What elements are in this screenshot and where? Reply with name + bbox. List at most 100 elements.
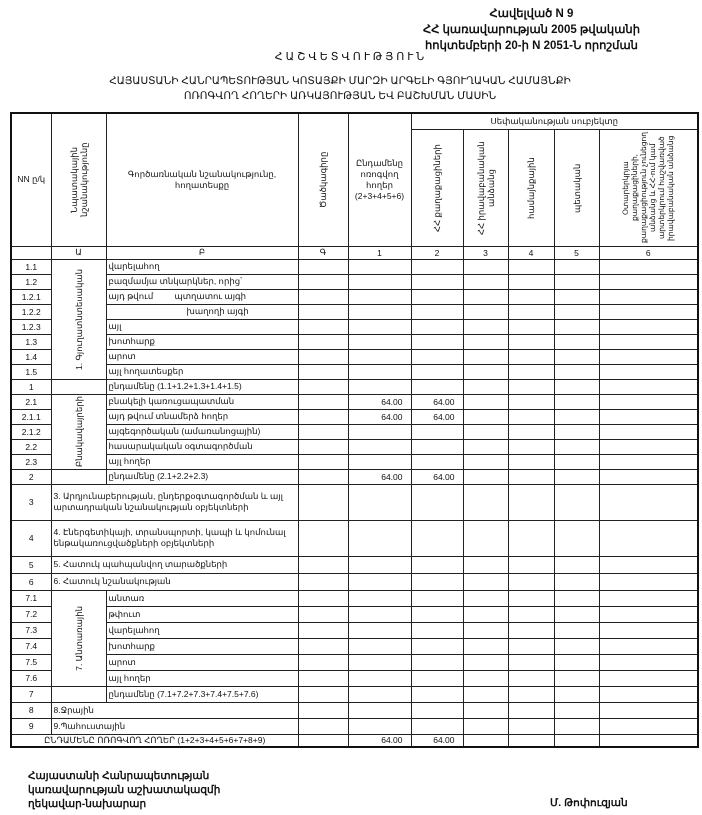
value-cell — [553, 333, 600, 350]
row-name: խաղողի այգի — [105, 303, 299, 320]
row-number: 8 — [10, 701, 52, 719]
value-cell — [347, 363, 412, 380]
row-number: 1.3 — [10, 333, 52, 350]
value-cell — [297, 303, 349, 320]
header-purpose: Նպատակային նշանակությունը — [50, 112, 107, 247]
value-cell — [297, 669, 349, 687]
value-cell — [347, 637, 412, 655]
value-cell — [297, 393, 349, 410]
appendix-date: հոկտեմբերի 20-ի N 2051-Ն որոշման — [425, 40, 638, 52]
value-cell — [410, 572, 464, 591]
table-row: 1.4 արոտ — [10, 348, 699, 365]
land-report-table: NN ը/կ Նպատակային նշանակությունը Գործառն… — [10, 112, 700, 748]
value-cell — [347, 273, 412, 290]
value-cell — [297, 733, 349, 747]
value-cell — [553, 717, 600, 735]
document-subtitle: ՀԱՅԱՍՏԱՆԻ ՀԱՆՐԱՊԵՏՈՒԹՅԱՆ ԿՈՏԱՅՔԻ ՄԱՐԶԻ Ա… — [40, 74, 640, 104]
value-cell — [553, 605, 600, 623]
value-cell — [297, 288, 349, 305]
grand-total-row: ԸՆԴԱՄԵՆԸ ՈՌՈԳՎՈՂ ՀՈՂԵՐ (1+2+3+4+5+6+7+8+… — [10, 733, 699, 747]
value-cell — [297, 423, 349, 440]
value-cell — [553, 701, 600, 719]
value-cell — [462, 589, 509, 607]
value-cell — [598, 605, 699, 623]
value-cell — [598, 363, 699, 380]
value-cell — [598, 378, 699, 395]
value-cell — [347, 258, 412, 275]
row-name: այլ հողատեսքեր — [105, 363, 299, 380]
row-name: այդ թվում պտղատու այգի — [105, 288, 299, 305]
column-letter — [10, 245, 52, 260]
table-row: 7.3 վարելահող — [10, 621, 699, 639]
value-cell — [553, 303, 600, 320]
value-cell — [410, 288, 464, 305]
value-cell — [507, 685, 555, 703]
row-number: 5 — [10, 555, 52, 574]
signatory-position: Հայաստանի Հանրապետության կառավարության ա… — [28, 769, 220, 811]
value-cell — [507, 717, 555, 735]
value-cell — [553, 348, 600, 365]
value-cell — [410, 605, 464, 623]
value-cell — [507, 333, 555, 350]
value-cell — [462, 519, 509, 557]
row-name: այլ — [105, 318, 299, 335]
value-cell — [297, 273, 349, 290]
row-name: 4. Էներգետիկայի, տրանսպորտի, կապի և կոմո… — [50, 519, 299, 557]
table-row: 7.2 թփուտ — [10, 605, 699, 623]
value-cell — [297, 519, 349, 557]
column-letter: 4 — [507, 245, 555, 260]
column-letter: 5 — [553, 245, 600, 260]
value-cell — [598, 468, 699, 485]
header-col3: ՀՀ իրավաբանական անձանց — [462, 128, 509, 247]
row-number: 2.1 — [10, 393, 52, 410]
table-row: 2.1 Բնակավայրերի բնակելի կառուցապատման 64.0… — [10, 393, 699, 470]
row-number: 1.2.1 — [10, 288, 52, 305]
row-name: անտառ — [105, 589, 299, 607]
table-row: 1.2 բազմամյա տնկարկներ, որից՝ — [10, 273, 699, 290]
table-row: 1.2.3 այլ — [10, 318, 699, 335]
value-cell — [462, 318, 509, 335]
value-cell — [507, 258, 555, 275]
row-name: 3. Արդյունաբերության, ընդերքօգտագործման … — [50, 483, 299, 521]
row-number: 7 — [10, 685, 52, 703]
value-cell — [598, 393, 699, 410]
value-cell — [297, 572, 349, 591]
value-cell — [553, 572, 600, 591]
value-cell — [553, 653, 600, 671]
value-cell — [347, 653, 412, 671]
value-cell — [347, 685, 412, 703]
value-cell — [347, 348, 412, 365]
row-name: բազմամյա տնկարկներ, որից՝ — [105, 273, 299, 290]
value-cell — [462, 363, 509, 380]
subtitle-line-2: ՈՌՈԳՎՈՂ ՀՈՂԵՐԻ ԱՌԿԱՅՈՒԹՅԱՆ ԵՎ ԲԱՇԽՄԱՆ ՄԱ… — [183, 90, 497, 102]
row-number: 1.4 — [10, 348, 52, 365]
value-cell — [347, 572, 412, 591]
value-cell — [462, 303, 509, 320]
value-cell: 64.00 — [347, 733, 412, 747]
value-cell — [553, 258, 600, 275]
value-cell — [297, 468, 349, 485]
value-cell — [598, 288, 699, 305]
value-cell — [297, 637, 349, 655]
value-cell — [462, 408, 509, 425]
value-cell — [553, 393, 600, 410]
row-name: ընդամենը (2.1+2.2+2.3) — [105, 468, 299, 485]
value-cell — [347, 438, 412, 455]
value-cell — [553, 733, 600, 747]
header-nn: NN ը/կ — [10, 112, 52, 247]
value-cell — [507, 288, 555, 305]
value-cell — [553, 423, 600, 440]
row-name: արոտ — [105, 653, 299, 671]
value-cell: 64.00 — [410, 408, 464, 425]
value-cell — [410, 589, 464, 607]
value-cell — [410, 423, 464, 440]
value-cell — [553, 288, 600, 305]
value-cell — [410, 555, 464, 574]
row-number: 1.2 — [10, 273, 52, 290]
table-row: 7.4 խոտհարք — [10, 637, 699, 655]
value-cell — [507, 468, 555, 485]
column-letter: Ա — [50, 245, 107, 260]
row-number: 2 — [10, 468, 52, 485]
row-number: 7.5 — [10, 653, 52, 671]
